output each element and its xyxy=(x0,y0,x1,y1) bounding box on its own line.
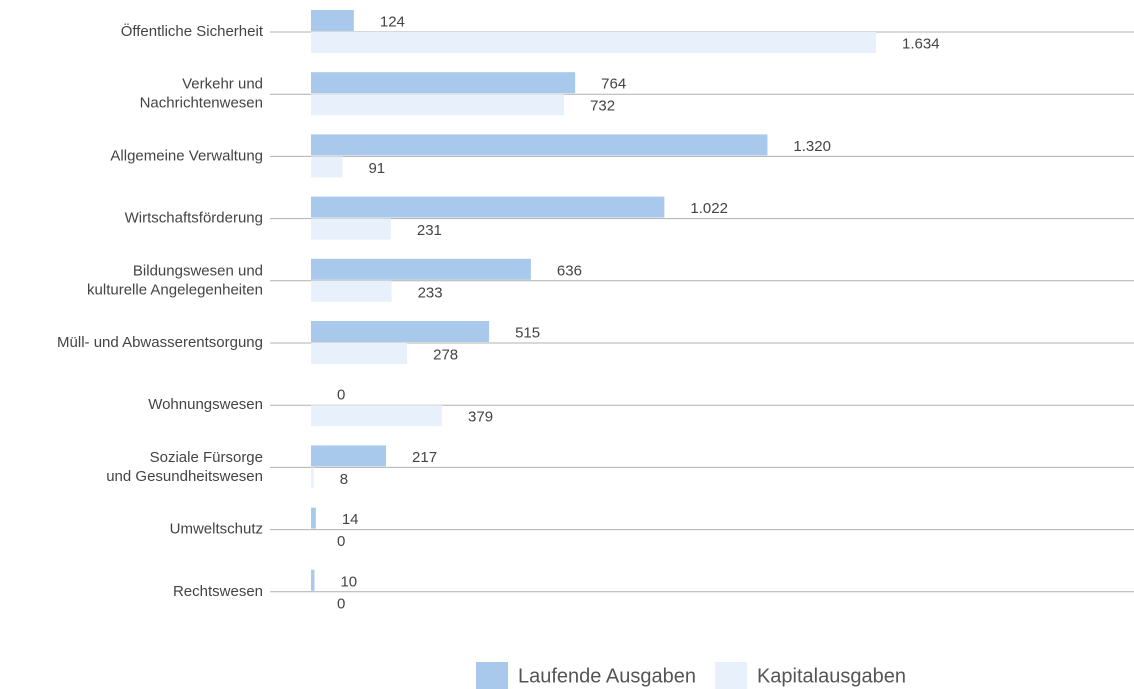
bar xyxy=(311,156,343,178)
value-label: 8 xyxy=(340,471,348,488)
value-label: 217 xyxy=(412,449,437,466)
legend-swatch xyxy=(476,662,508,689)
value-label: 233 xyxy=(418,284,443,301)
value-label: 231 xyxy=(417,222,442,239)
value-label: 515 xyxy=(515,324,540,341)
value-label: 732 xyxy=(590,98,615,115)
category-label: Soziale Fürsorge xyxy=(150,449,263,466)
category-label: Rechtswesen xyxy=(173,583,263,600)
bar xyxy=(311,94,565,116)
bar xyxy=(311,321,490,342)
legend-swatch xyxy=(714,662,747,689)
value-label: 1.320 xyxy=(793,138,831,155)
category-label: Wirtschaftsförderung xyxy=(125,210,263,227)
bar xyxy=(311,569,315,591)
value-label: 91 xyxy=(368,160,385,177)
value-label: 1.022 xyxy=(690,200,728,217)
bar xyxy=(311,196,665,218)
bar xyxy=(311,445,387,467)
bar xyxy=(311,467,314,489)
bar xyxy=(311,10,354,31)
value-label: 278 xyxy=(433,346,458,363)
value-label: 0 xyxy=(337,387,345,404)
category-label: Bildungswesen und xyxy=(133,262,263,279)
bar xyxy=(311,507,316,529)
bar xyxy=(311,405,443,427)
legend-label: Laufende Ausgaben xyxy=(518,665,696,687)
bar xyxy=(311,218,391,240)
category-label: Verkehr und xyxy=(182,76,263,93)
bar xyxy=(311,72,576,94)
category-label: Wohnungswesen xyxy=(148,396,263,413)
category-label: und Gesundheitswesen xyxy=(106,468,263,485)
legend-label: Kapitalausgaben xyxy=(757,665,906,687)
category-label: Umweltschutz xyxy=(170,521,263,538)
value-label: 124 xyxy=(380,13,405,30)
value-label: 10 xyxy=(340,573,357,590)
value-label: 636 xyxy=(557,262,582,279)
category-label: Nachrichtenwesen xyxy=(140,95,263,112)
value-label: 14 xyxy=(342,511,359,528)
value-label: 379 xyxy=(468,409,493,426)
category-label: Öffentliche Sicherheit xyxy=(121,22,264,40)
bar xyxy=(311,280,392,302)
value-label: 0 xyxy=(337,595,345,612)
category-label: Allgemeine Verwaltung xyxy=(110,147,263,164)
bar xyxy=(311,258,531,280)
category-label: kulturelle Angelegenheiten xyxy=(87,281,263,298)
value-label: 1.634 xyxy=(902,35,940,52)
bar xyxy=(311,134,768,156)
bar xyxy=(311,343,408,364)
value-label: 764 xyxy=(601,76,626,93)
category-label: Müll- und Abwasserentsorgung xyxy=(57,334,263,351)
value-label: 0 xyxy=(337,533,345,550)
bar xyxy=(311,32,876,53)
